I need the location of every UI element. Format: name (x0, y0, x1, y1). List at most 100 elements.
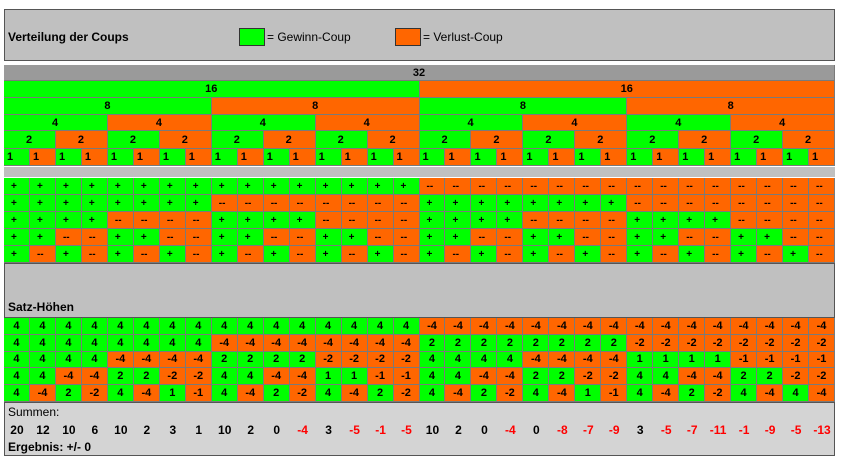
outcome-cell: + (4, 212, 30, 229)
stake-cell: 4 (29, 351, 56, 369)
stake-cell: 2 (549, 334, 576, 352)
loss-swatch (395, 28, 421, 46)
outcome-cell: -- (549, 178, 576, 195)
outcome-cell: -- (601, 246, 628, 263)
tree-level2-node: 2 (419, 131, 472, 149)
stake-cell: 4 (523, 385, 550, 402)
stake-cell: -4 (601, 351, 628, 369)
outcome-cell: + (679, 246, 706, 263)
tree-level4-node: 4 (211, 115, 316, 131)
tree-level1-node: 1 (757, 149, 784, 166)
win-swatch (239, 28, 265, 46)
outcome-cell: + (29, 229, 56, 246)
outcome-cell: -- (731, 212, 758, 229)
stake-cell: 4 (133, 334, 160, 352)
stake-cell: -4 (133, 385, 160, 402)
outcome-cell: -- (783, 195, 810, 212)
outcome-cell: -- (159, 212, 186, 229)
tree-level1-node: 1 (419, 149, 446, 166)
outcome-cell: -- (419, 178, 446, 195)
tree-level4-node: 4 (315, 115, 420, 131)
tree-level8-node: 8 (211, 98, 420, 115)
outcome-cell: + (367, 178, 394, 195)
outcome-cell: -- (679, 229, 706, 246)
outcome-cell: + (575, 195, 602, 212)
outcome-cell: + (523, 229, 550, 246)
outcome-cell: -- (185, 229, 212, 246)
tree-level1-node: 1 (705, 149, 732, 166)
sum-value: -8 (556, 423, 568, 437)
sum-value: 10 (114, 423, 128, 437)
outcome-cell: + (237, 178, 264, 195)
stake-cell: -4 (601, 318, 628, 335)
stake-cell: -4 (445, 318, 472, 335)
stake-cell: 2 (55, 385, 82, 402)
outcome-cell: -- (601, 229, 628, 246)
outcome-cell: + (471, 195, 498, 212)
outcome-cell: -- (497, 178, 524, 195)
outcome-cell: -- (367, 212, 394, 229)
tree-level1-node: 1 (81, 149, 108, 166)
outcome-cell: -- (81, 229, 108, 246)
stake-cell: -4 (705, 318, 732, 335)
sum-value: -5 (660, 423, 672, 437)
stake-cell: -4 (497, 368, 524, 386)
outcome-cell: -- (575, 229, 602, 246)
outcome-cell: -- (471, 178, 498, 195)
stake-cell: 1 (159, 385, 186, 402)
tree-level8-node: 8 (419, 98, 628, 115)
outcome-cell: -- (523, 178, 550, 195)
stake-cell: -4 (81, 368, 108, 386)
outcome-cell: + (341, 178, 368, 195)
stakes-label: Satz-Höhen (8, 300, 74, 314)
outcome-cell: -- (679, 178, 706, 195)
stake-cell: -2 (575, 368, 602, 386)
outcome-cell: + (4, 229, 30, 246)
stake-cell: -4 (679, 368, 706, 386)
tree-level1-node: 1 (653, 149, 680, 166)
outcome-cell: + (627, 212, 654, 229)
outcome-cell: + (731, 246, 758, 263)
outcome-cell: -- (809, 212, 835, 229)
outcome-cell: + (29, 195, 56, 212)
outcome-cell: -- (601, 212, 628, 229)
outcome-cell: + (731, 229, 758, 246)
outcome-cell: + (419, 195, 446, 212)
stake-cell: 1 (341, 368, 368, 386)
outcome-cell: -- (705, 246, 732, 263)
stake-cell: -4 (341, 385, 368, 402)
outcome-cell: + (445, 195, 472, 212)
stake-cell: -1 (393, 368, 420, 386)
sum-value: -5 (349, 423, 360, 437)
stake-cell: 4 (315, 318, 342, 335)
tree-level2-node: 2 (471, 131, 524, 149)
outcome-cell: + (133, 178, 160, 195)
stake-cell: 4 (445, 351, 472, 369)
outcome-cell: -- (627, 195, 654, 212)
outcome-cell: + (419, 246, 446, 263)
stake-cell: -4 (627, 318, 654, 335)
outcome-cell: -- (809, 178, 835, 195)
sum-value: 2 (143, 423, 151, 437)
sum-value: 10 (425, 423, 440, 437)
outcome-cell: -- (679, 195, 706, 212)
stake-cell: -4 (315, 334, 342, 352)
stake-cell: 4 (731, 385, 758, 402)
stake-cell: 2 (367, 385, 394, 402)
tree-level1-node: 1 (523, 149, 550, 166)
stake-cell: 2 (549, 368, 576, 386)
outcome-cell: + (133, 229, 160, 246)
stake-cell: 4 (497, 351, 524, 369)
outcome-cell: + (55, 212, 82, 229)
stake-cell: -2 (705, 334, 732, 352)
stake-cell: -2 (705, 385, 732, 402)
stake-cell: -2 (315, 351, 342, 369)
stake-cell: -4 (471, 368, 498, 386)
stake-cell: -1 (601, 385, 628, 402)
outcome-cell: + (4, 195, 30, 212)
stake-cell: -4 (653, 318, 680, 335)
outcome-cell: -- (445, 178, 472, 195)
tree-level2-node: 2 (263, 131, 316, 149)
tree-level1-node: 1 (679, 149, 706, 166)
tree-level1-node: 1 (211, 149, 238, 166)
